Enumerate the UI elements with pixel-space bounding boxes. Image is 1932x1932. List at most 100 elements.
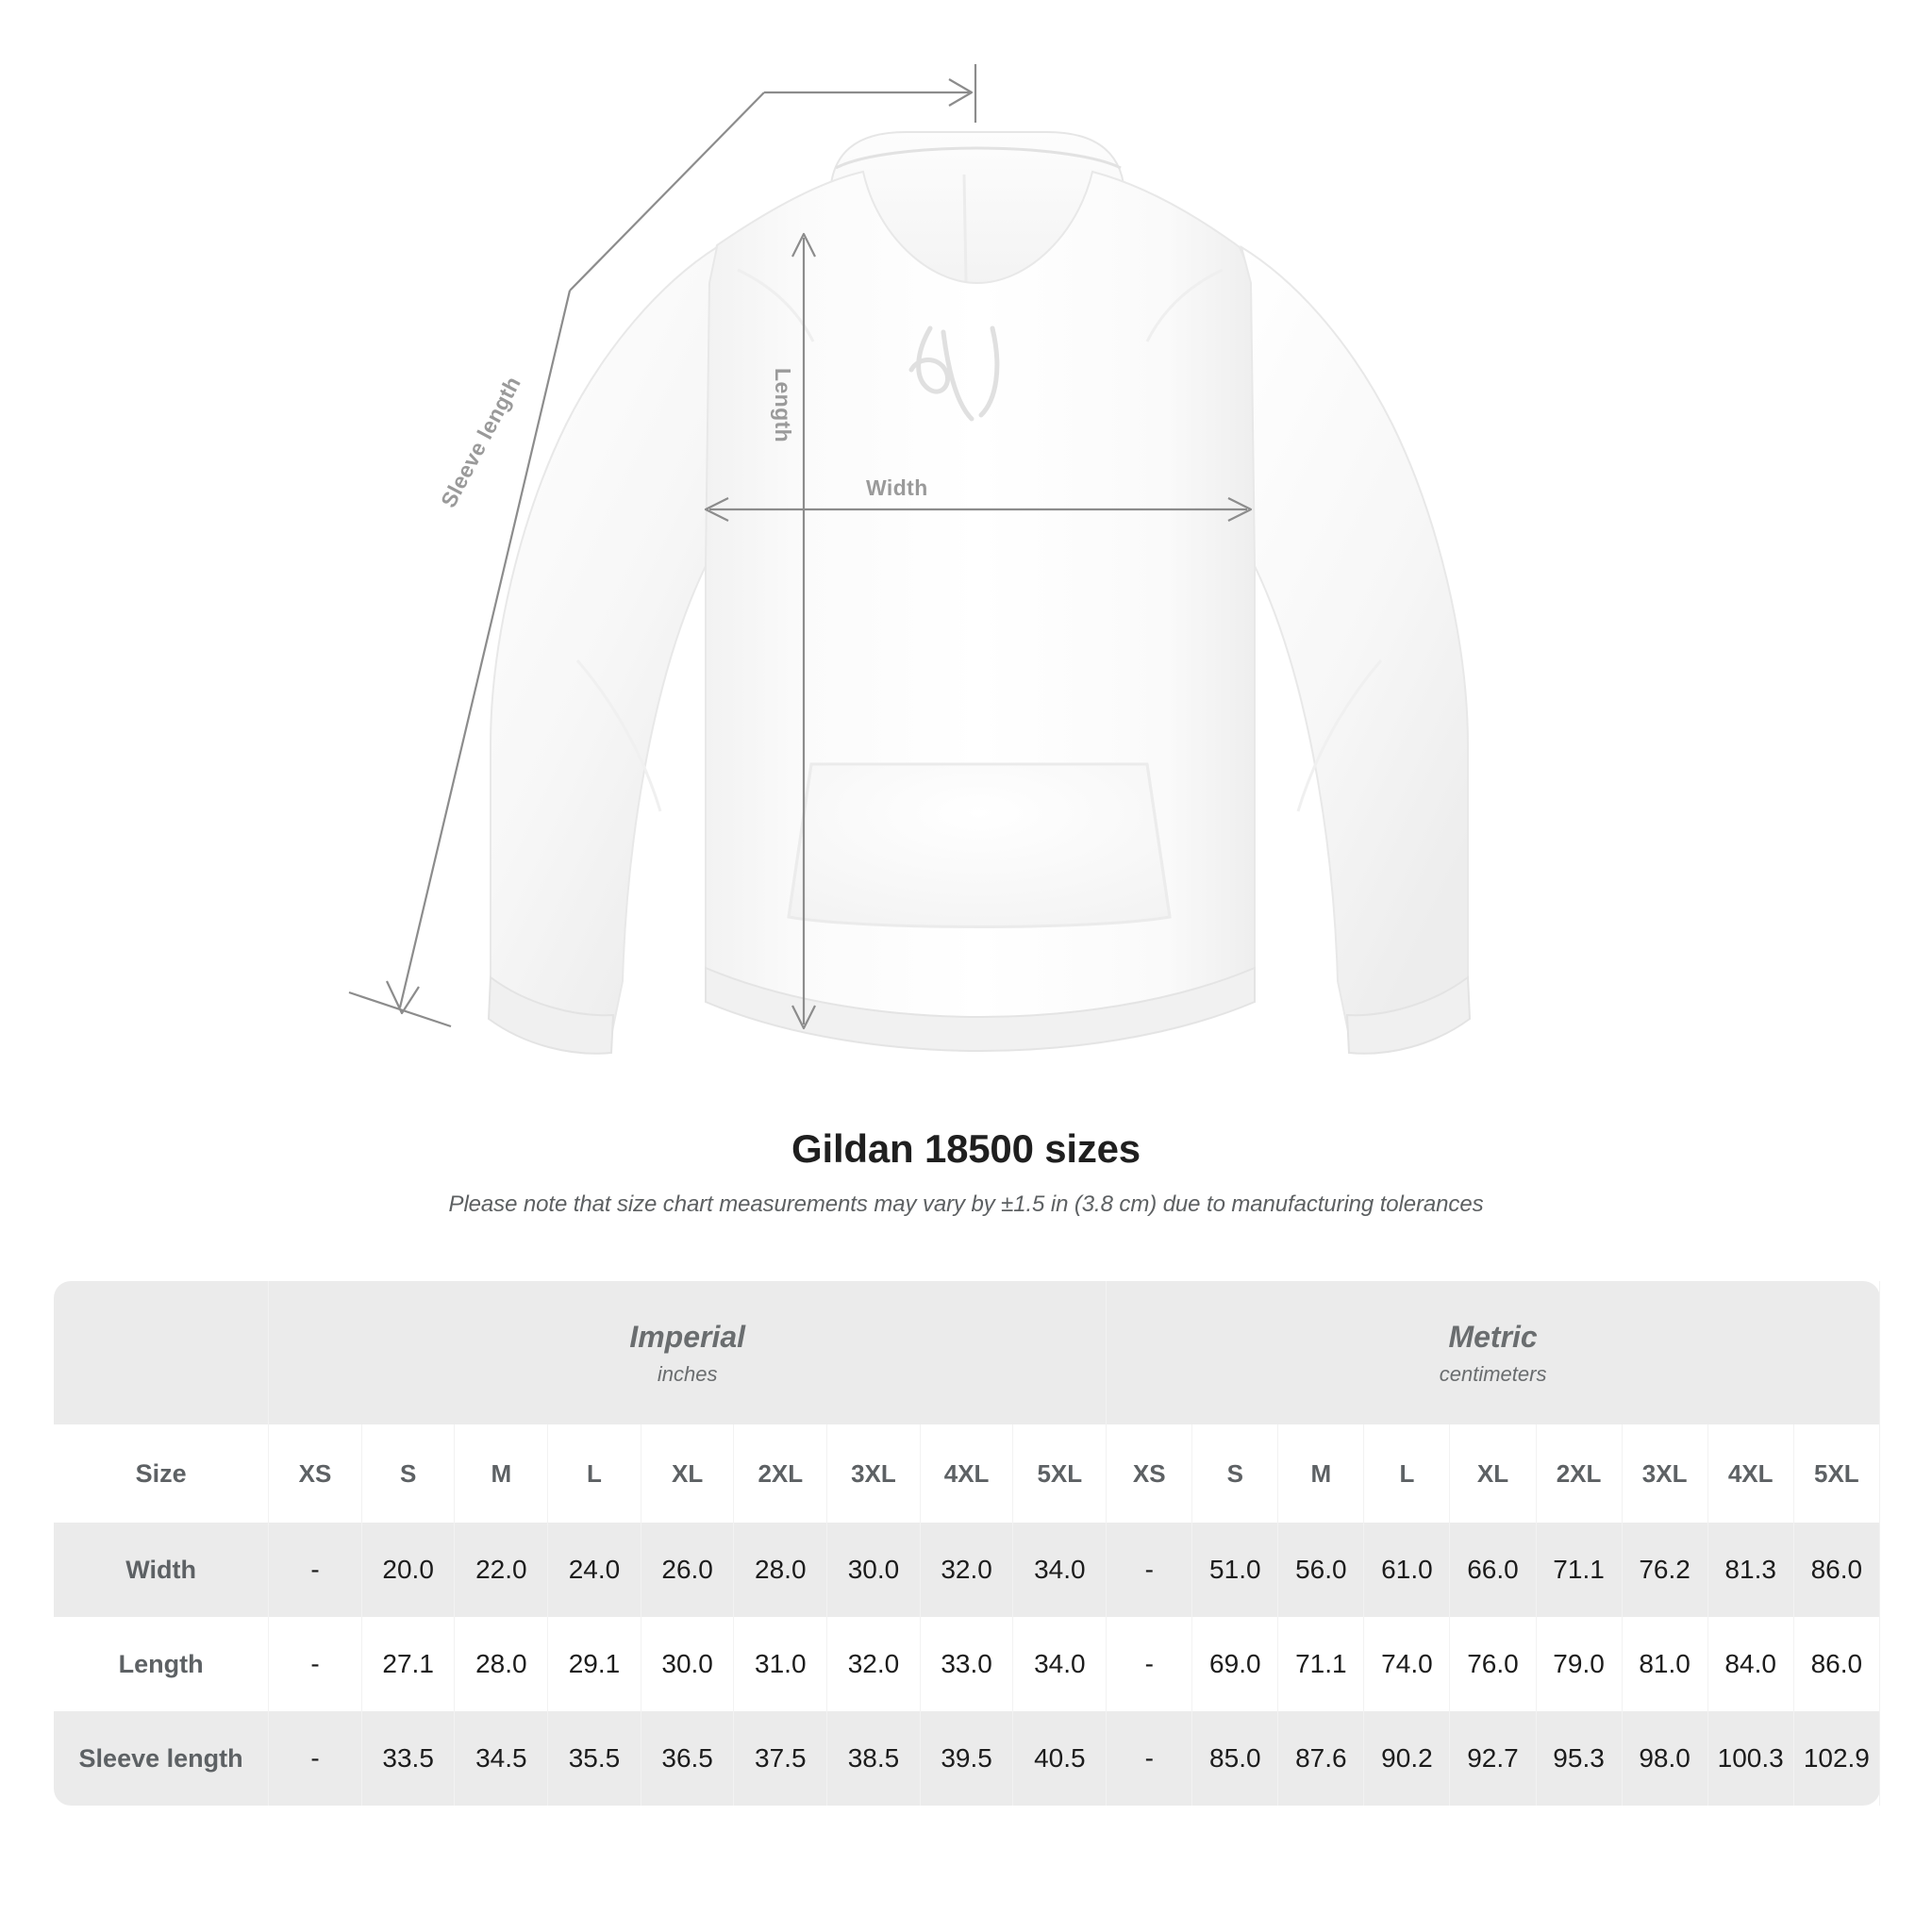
cell-length-imperial-5xl: 34.0 (1012, 1617, 1108, 1711)
cell-sleeve-metric-l: 90.2 (1363, 1711, 1451, 1806)
unit-header-row: Imperial inches Metric centimeters (54, 1281, 1880, 1424)
cell-width-metric-3xl: 76.2 (1622, 1523, 1708, 1617)
cell-length-imperial-l: 29.1 (547, 1617, 641, 1711)
size-col-imperial-s: S (361, 1424, 456, 1523)
cell-width-metric-5xl: 86.0 (1793, 1523, 1881, 1617)
unit-group-metric-sub: centimeters (1439, 1361, 1547, 1386)
cell-sleeve-imperial-s: 33.5 (361, 1711, 456, 1806)
cell-length-imperial-m: 28.0 (454, 1617, 549, 1711)
cell-sleeve-imperial-4xl: 39.5 (920, 1711, 1014, 1806)
width-guide (704, 497, 1253, 522)
cell-sleeve-imperial-5xl: 40.5 (1012, 1711, 1108, 1806)
cell-sleeve-metric-3xl: 98.0 (1622, 1711, 1708, 1806)
cell-width-metric-2xl: 71.1 (1536, 1523, 1623, 1617)
length-guide (791, 232, 816, 1030)
size-table-container: Imperial inches Metric centimeters Size … (54, 1281, 1881, 1806)
cell-length-metric-4xl: 84.0 (1707, 1617, 1794, 1711)
cell-length-metric-xl: 76.0 (1449, 1617, 1537, 1711)
cell-length-imperial-2xl: 31.0 (733, 1617, 828, 1711)
measure-guides (348, 64, 1253, 1030)
cell-width-metric-4xl: 81.3 (1707, 1523, 1794, 1617)
size-col-imperial-m: M (454, 1424, 549, 1523)
cell-width-imperial-3xl: 30.0 (826, 1523, 921, 1617)
size-col-metric-xl: XL (1449, 1424, 1537, 1523)
cell-width-imperial-5xl: 34.0 (1012, 1523, 1108, 1617)
page-subtitle: Please note that size chart measurements… (448, 1191, 1484, 1218)
cell-width-imperial-s: 20.0 (361, 1523, 456, 1617)
hoodie-illustration (348, 64, 1472, 1055)
unit-spacer-left (54, 1281, 270, 1424)
size-col-metric-3xl: 3XL (1622, 1424, 1708, 1523)
cell-sleeve-metric-s: 85.0 (1191, 1711, 1279, 1806)
size-col-imperial-l: L (547, 1424, 641, 1523)
page-title: Gildan 18500 sizes (791, 1126, 1141, 1171)
cell-sleeve-metric-xl: 92.7 (1449, 1711, 1537, 1806)
table-row: Length - 27.1 28.0 29.1 30.0 31.0 32.0 3… (54, 1617, 1881, 1711)
cell-width-metric-s: 51.0 (1191, 1523, 1279, 1617)
cell-sleeve-metric-2xl: 95.3 (1536, 1711, 1623, 1806)
unit-group-imperial-name: Imperial (629, 1319, 746, 1354)
cell-length-metric-m: 71.1 (1277, 1617, 1365, 1711)
cell-sleeve-metric-xs: - (1106, 1711, 1193, 1806)
size-header-label: Size (54, 1424, 270, 1523)
size-col-metric-xs: XS (1106, 1424, 1193, 1523)
cell-length-metric-3xl: 81.0 (1622, 1617, 1708, 1711)
table-row: Width - 20.0 22.0 24.0 26.0 28.0 30.0 32… (54, 1523, 1881, 1617)
cell-length-imperial-xs: - (268, 1617, 362, 1711)
size-col-imperial-4xl: 4XL (920, 1424, 1014, 1523)
unit-group-imperial: Imperial inches (268, 1281, 1108, 1424)
cell-length-metric-s: 69.0 (1191, 1617, 1279, 1711)
hoodie-diagram: Length Width Sleeve length (348, 64, 1472, 1055)
row-label-length: Length (54, 1617, 270, 1711)
cell-sleeve-imperial-xs: - (268, 1711, 362, 1806)
table-row: Sleeve length - 33.5 34.5 35.5 36.5 37.5… (54, 1711, 1881, 1806)
size-col-metric-l: L (1363, 1424, 1451, 1523)
cell-width-metric-xl: 66.0 (1449, 1523, 1537, 1617)
cell-length-imperial-4xl: 33.0 (920, 1617, 1014, 1711)
size-table: Imperial inches Metric centimeters Size … (54, 1281, 1881, 1806)
cell-sleeve-imperial-xl: 36.5 (641, 1711, 735, 1806)
size-col-metric-5xl: 5XL (1793, 1424, 1881, 1523)
row-label-width: Width (54, 1523, 270, 1617)
unit-group-metric-name: Metric (1448, 1319, 1538, 1354)
cell-width-imperial-xs: - (268, 1523, 362, 1617)
cell-length-imperial-3xl: 32.0 (826, 1617, 921, 1711)
cell-width-imperial-xl: 26.0 (641, 1523, 735, 1617)
size-col-metric-s: S (1191, 1424, 1279, 1523)
hoodie-garment (487, 131, 1472, 1055)
title-block: Gildan 18500 sizes Please note that size… (0, 1126, 1932, 1218)
cell-sleeve-metric-m: 87.6 (1277, 1711, 1365, 1806)
size-col-metric-4xl: 4XL (1707, 1424, 1794, 1523)
cell-length-metric-2xl: 79.0 (1536, 1617, 1623, 1711)
cell-sleeve-imperial-2xl: 37.5 (733, 1711, 828, 1806)
cell-sleeve-imperial-m: 34.5 (454, 1711, 549, 1806)
size-col-imperial-3xl: 3XL (826, 1424, 921, 1523)
size-col-imperial-xl: XL (641, 1424, 735, 1523)
size-col-metric-m: M (1277, 1424, 1365, 1523)
unit-group-metric: Metric centimeters (1106, 1281, 1880, 1424)
cell-length-metric-5xl: 86.0 (1793, 1617, 1881, 1711)
row-label-sleeve-length: Sleeve length (54, 1711, 270, 1806)
cell-sleeve-imperial-l: 35.5 (547, 1711, 641, 1806)
cell-sleeve-imperial-3xl: 38.5 (826, 1711, 921, 1806)
size-col-metric-2xl: 2XL (1536, 1424, 1623, 1523)
size-col-imperial-5xl: 5XL (1012, 1424, 1108, 1523)
cell-length-metric-xs: - (1106, 1617, 1193, 1711)
cell-width-metric-xs: - (1106, 1523, 1193, 1617)
sleeve-length-guide (348, 64, 977, 1028)
cell-sleeve-metric-4xl: 100.3 (1707, 1711, 1794, 1806)
cell-length-metric-l: 74.0 (1363, 1617, 1451, 1711)
cell-length-imperial-xl: 30.0 (641, 1617, 735, 1711)
length-annotation-label: Length (771, 368, 795, 443)
cell-width-imperial-2xl: 28.0 (733, 1523, 828, 1617)
cell-width-imperial-m: 22.0 (454, 1523, 549, 1617)
size-header-row: Size XS S M L XL 2XL 3XL 4XL 5XL XS S M … (54, 1424, 1881, 1523)
cell-width-metric-m: 56.0 (1277, 1523, 1365, 1617)
size-col-imperial-2xl: 2XL (733, 1424, 828, 1523)
cell-width-metric-l: 61.0 (1363, 1523, 1451, 1617)
size-col-imperial-xs: XS (268, 1424, 362, 1523)
width-annotation-label: Width (866, 475, 928, 500)
unit-group-imperial-sub: inches (657, 1361, 718, 1386)
cell-width-imperial-4xl: 32.0 (920, 1523, 1014, 1617)
